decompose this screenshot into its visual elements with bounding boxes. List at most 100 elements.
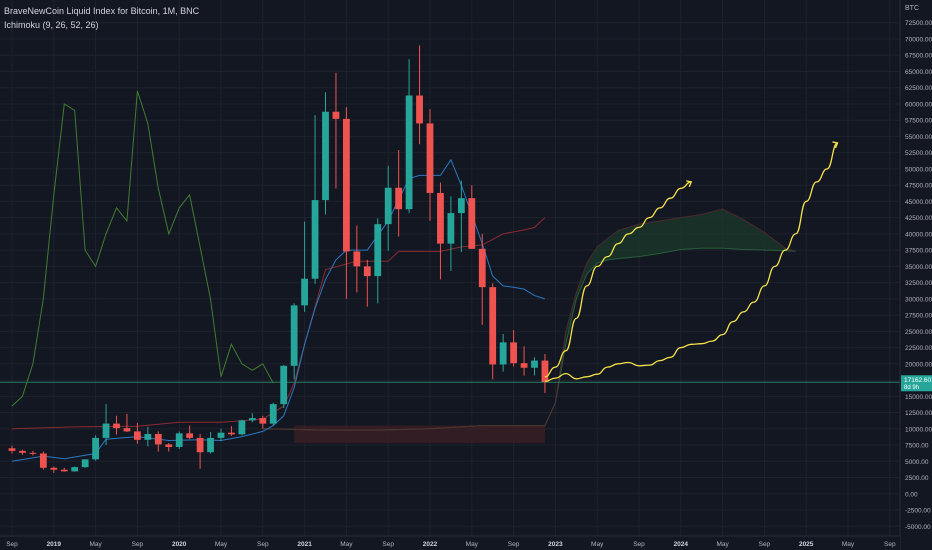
x-tick-label: May	[466, 541, 479, 548]
candle-body	[426, 123, 434, 193]
x-tick-label: May	[215, 541, 228, 548]
candle-body	[520, 363, 528, 368]
x-tick-label: 2022	[423, 541, 438, 548]
candle-body	[217, 432, 225, 438]
candle-body	[259, 418, 267, 424]
y-tick-label: 55000.00	[905, 134, 932, 141]
candle-body	[405, 95, 413, 210]
y-tick-label: 65000.00	[905, 69, 932, 76]
candle-body	[322, 111, 329, 201]
candle-body	[363, 266, 371, 277]
candle-body	[29, 452, 37, 454]
indicator-label[interactable]: Ichimoku (9, 26, 52, 26)	[4, 20, 99, 30]
x-tick-label: 2021	[297, 541, 312, 548]
y-tick-label: 10000.00	[905, 426, 932, 433]
x-tick-label: 2023	[548, 541, 563, 548]
candle-body	[311, 200, 319, 279]
projection-arrow-upper	[686, 180, 693, 188]
x-tick-label: 2024	[674, 541, 689, 548]
candle-body	[71, 467, 79, 472]
x-tick-label: May	[716, 541, 729, 548]
y-tick-label: 37500.00	[905, 248, 932, 255]
y-tick-label: 25000.00	[905, 329, 932, 336]
x-tick-label: Sep	[132, 541, 144, 548]
candle-body	[290, 305, 298, 366]
candle-body	[81, 459, 89, 468]
y-tick-label: 27500.00	[905, 313, 932, 320]
x-tick-label: Sep	[508, 541, 520, 548]
symbol-title[interactable]: BraveNewCoin Liquid Index for Bitcoin, 1…	[4, 6, 200, 16]
candle-body	[113, 423, 120, 429]
y-tick-label: 20000.00	[905, 361, 932, 368]
y-tick-label: 47500.00	[905, 183, 932, 190]
leading-span-b-line	[262, 208, 796, 431]
candle-body	[123, 428, 131, 432]
chart-legend: BraveNewCoin Liquid Index for Bitcoin, 1…	[4, 4, 199, 32]
candle-body	[510, 342, 517, 364]
x-tick-label: May	[591, 541, 604, 548]
projection-path-upper	[544, 181, 692, 378]
y-tick-label: 62500.00	[905, 85, 932, 92]
x-tick-label: Sep	[633, 541, 645, 548]
x-tick-label: Sep	[382, 541, 394, 548]
x-tick-label: May	[340, 541, 353, 548]
candle-body	[228, 432, 235, 435]
y-tick-label: 72500.00	[905, 20, 932, 27]
y-tick-label: 12500.00	[905, 410, 932, 417]
x-tick-label: Sep	[6, 541, 18, 548]
candle-body	[60, 469, 68, 472]
y-tick-label: 50000.00	[905, 166, 932, 173]
projection-path-lower	[544, 142, 838, 383]
candle-body	[489, 287, 497, 365]
candle-body	[248, 418, 256, 421]
projection-arrow-lower	[832, 141, 839, 149]
y-tick-label: 22500.00	[905, 345, 932, 352]
candle-body	[50, 467, 58, 470]
y-tick-label: 15000.00	[905, 394, 932, 401]
y-tick-label: 40000.00	[905, 231, 932, 238]
kumo-cloud	[262, 209, 796, 431]
y-tick-label: 32500.00	[905, 280, 932, 287]
candle-body	[332, 111, 340, 119]
y-tick-label: 42500.00	[905, 215, 932, 222]
candle-body	[395, 187, 403, 210]
current-price-label: 17162.60	[904, 377, 931, 384]
y-tick-label: 2500.00	[905, 475, 929, 482]
y-tick-label: 70000.00	[905, 36, 932, 43]
candle-body	[144, 433, 152, 440]
candle-body	[269, 404, 277, 424]
kumo-cloud-bearish	[294, 425, 545, 444]
candle-body	[196, 437, 204, 453]
price-axis	[900, 0, 932, 550]
y-tick-label: 67500.00	[905, 53, 932, 60]
candle-body	[301, 278, 308, 306]
y-tick-label: 57500.00	[905, 118, 932, 125]
candle-body	[343, 118, 350, 252]
candle-body	[280, 365, 288, 405]
candle-body	[8, 448, 16, 451]
candle-body	[134, 431, 141, 440]
x-tick-label: 2025	[799, 541, 814, 548]
x-tick-label: Sep	[257, 541, 269, 548]
time-axis	[0, 536, 900, 550]
candle-body	[102, 423, 110, 438]
candle-body	[499, 342, 507, 365]
y-tick-label: -2500.00	[905, 508, 931, 515]
lagging-span-line	[11, 90, 274, 407]
current-price-countdown: 8d 9h	[904, 385, 919, 391]
x-tick-label: May	[89, 541, 102, 548]
candle-body	[39, 453, 47, 468]
candle-body	[478, 248, 486, 288]
candle-body	[416, 95, 423, 124]
x-tick-label: Sep	[884, 541, 896, 548]
base-line	[11, 217, 546, 430]
candle-body	[541, 360, 549, 383]
candle-body	[186, 433, 194, 438]
x-tick-label: 2020	[172, 541, 187, 548]
x-tick-label: Sep	[759, 541, 771, 548]
candle-body	[374, 224, 382, 277]
y-tick-label: 60000.00	[905, 101, 932, 108]
x-tick-label: 2019	[47, 541, 62, 548]
candle-body	[384, 187, 392, 225]
